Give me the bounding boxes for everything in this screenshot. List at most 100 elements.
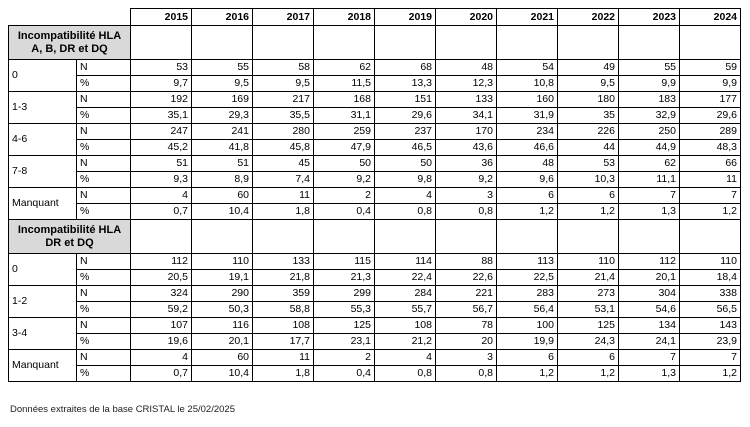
value-cell: 9,5 xyxy=(191,75,253,92)
unit-cell: % xyxy=(76,75,131,92)
value-cell: 9,5 xyxy=(252,75,314,92)
value-cell: 6 xyxy=(557,349,619,366)
value-cell: 1,2 xyxy=(679,365,741,382)
data-row: 0 N 53 55 58 62 68 48 54 49 55 59 xyxy=(8,59,741,92)
value-cell: 19,6 xyxy=(130,333,192,350)
group-label: 0 xyxy=(8,59,77,92)
value-cell: 9,7 xyxy=(130,75,192,92)
value-cell: 68 xyxy=(374,59,436,76)
year-header: 2017 xyxy=(252,8,314,26)
empty-cell xyxy=(252,219,314,254)
value-cell: 221 xyxy=(435,285,497,302)
group-label: 3-4 xyxy=(8,317,77,350)
value-cell: 9,2 xyxy=(435,171,497,188)
value-cell: 108 xyxy=(374,317,436,334)
data-row: % 59,2 50,3 58,8 55,3 55,7 56,7 56,4 53,1 54,6 56,… xyxy=(9,301,741,318)
value-cell: 1,8 xyxy=(252,365,314,382)
value-cell: 22,5 xyxy=(496,269,558,286)
value-cell: 35,5 xyxy=(252,107,314,124)
corner-cell xyxy=(8,8,131,26)
value-cell: 21,8 xyxy=(252,269,314,286)
data-row: 4-6 N 247 241 280 259 237 170 234 226 250 289 xyxy=(8,123,741,156)
group-label: 4-6 xyxy=(8,123,77,156)
value-cell: 56,7 xyxy=(435,301,497,318)
value-cell: 20,5 xyxy=(130,269,192,286)
year-header: 2019 xyxy=(374,8,436,26)
unit-cell: % xyxy=(76,333,131,350)
value-cell: 54 xyxy=(496,59,558,76)
value-cell: 108 xyxy=(252,317,314,334)
value-cell: 22,4 xyxy=(374,269,436,286)
value-cell: 59 xyxy=(679,59,741,76)
value-cell: 6 xyxy=(496,187,558,204)
value-cell: 88 xyxy=(435,253,497,270)
value-cell: 19,1 xyxy=(191,269,253,286)
value-cell: 160 xyxy=(496,91,558,108)
value-cell: 55,3 xyxy=(313,301,375,318)
value-cell: 1,2 xyxy=(679,203,741,220)
value-cell: 32,9 xyxy=(618,107,680,124)
value-cell: 50,3 xyxy=(191,301,253,318)
value-cell: 55 xyxy=(191,59,253,76)
value-cell: 9,2 xyxy=(313,171,375,188)
value-cell: 273 xyxy=(557,285,619,302)
value-cell: 53,1 xyxy=(557,301,619,318)
value-cell: 20 xyxy=(435,333,497,350)
data-table: 2015 2016 2017 2018 2019 2020 2021 2022 2023 2024… xyxy=(8,8,741,382)
value-cell: 11,1 xyxy=(618,171,680,188)
value-cell: 20,1 xyxy=(618,269,680,286)
value-cell: 56,4 xyxy=(496,301,558,318)
value-cell: 10,3 xyxy=(557,171,619,188)
value-cell: 29,3 xyxy=(191,107,253,124)
empty-cell xyxy=(557,25,619,60)
value-cell: 110 xyxy=(557,253,619,270)
value-cell: 78 xyxy=(435,317,497,334)
value-cell: 53 xyxy=(130,59,192,76)
empty-cell xyxy=(679,219,741,254)
empty-cell xyxy=(496,25,558,60)
data-row: % 0,7 10,4 1,8 0,4 0,8 0,8 1,2 1,2 1,3 1,2 xyxy=(9,203,741,220)
value-cell: 1,3 xyxy=(618,203,680,220)
value-cell: 21,3 xyxy=(313,269,375,286)
value-cell: 47,9 xyxy=(313,139,375,156)
value-cell: 100 xyxy=(496,317,558,334)
unit-cell: N xyxy=(76,155,131,172)
value-cell: 62 xyxy=(618,155,680,172)
data-row: 3-4 N 107 116 108 125 108 78 100 125 134 143 xyxy=(8,317,741,350)
value-cell: 0,8 xyxy=(435,203,497,220)
table-wrap: 2015 2016 2017 2018 2019 2020 2021 2022 2023 2024… xyxy=(8,8,741,382)
value-cell: 0,7 xyxy=(130,203,192,220)
value-cell: 133 xyxy=(252,253,314,270)
value-cell: 23,1 xyxy=(313,333,375,350)
year-header: 2024 xyxy=(679,8,741,26)
value-cell: 51 xyxy=(130,155,192,172)
value-cell: 7,4 xyxy=(252,171,314,188)
year-header: 2021 xyxy=(496,8,558,26)
empty-cell xyxy=(130,219,192,254)
value-cell: 6 xyxy=(557,187,619,204)
year-header: 2018 xyxy=(313,8,375,26)
data-row: Manquant N 4 60 11 2 4 3 6 6 7 7 xyxy=(8,187,741,220)
value-cell: 0,7 xyxy=(130,365,192,382)
empty-cell xyxy=(435,25,497,60)
value-cell: 9,6 xyxy=(496,171,558,188)
value-cell: 60 xyxy=(191,349,253,366)
section-row: Incompatibilité HLA A, B, DR et DQ xyxy=(8,25,741,60)
value-cell: 192 xyxy=(130,91,192,108)
value-cell: 241 xyxy=(191,123,253,140)
value-cell: 289 xyxy=(679,123,741,140)
unit-cell: % xyxy=(76,107,131,124)
value-cell: 56,5 xyxy=(679,301,741,318)
value-cell: 3 xyxy=(435,349,497,366)
value-cell: 31,9 xyxy=(496,107,558,124)
value-cell: 43,6 xyxy=(435,139,497,156)
data-row: % 19,6 20,1 17,7 23,1 21,2 20 19,9 24,3 24,1 23,9 xyxy=(9,333,741,350)
value-cell: 247 xyxy=(130,123,192,140)
value-cell: 4 xyxy=(374,187,436,204)
value-cell: 3 xyxy=(435,187,497,204)
section-title: Incompatibilité HLA A, B, DR et DQ xyxy=(8,25,131,60)
empty-cell xyxy=(618,219,680,254)
value-cell: 10,4 xyxy=(191,365,253,382)
value-cell: 17,7 xyxy=(252,333,314,350)
value-cell: 22,6 xyxy=(435,269,497,286)
